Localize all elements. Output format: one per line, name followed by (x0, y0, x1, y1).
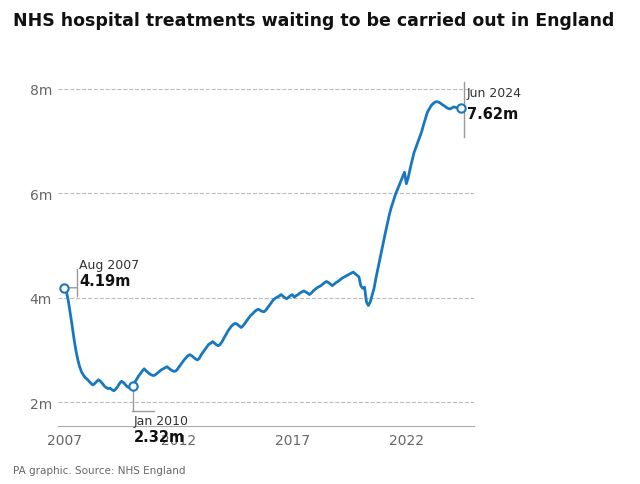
Text: Jun 2024: Jun 2024 (467, 87, 522, 100)
Text: 2.32m: 2.32m (134, 429, 185, 444)
Text: Aug 2007: Aug 2007 (79, 258, 140, 271)
Text: Jan 2010: Jan 2010 (134, 414, 189, 427)
Text: 7.62m: 7.62m (467, 106, 518, 121)
Text: 4.19m: 4.19m (79, 273, 131, 288)
Text: PA graphic. Source: NHS England: PA graphic. Source: NHS England (13, 465, 186, 475)
Text: NHS hospital treatments waiting to be carried out in England: NHS hospital treatments waiting to be ca… (13, 12, 614, 30)
